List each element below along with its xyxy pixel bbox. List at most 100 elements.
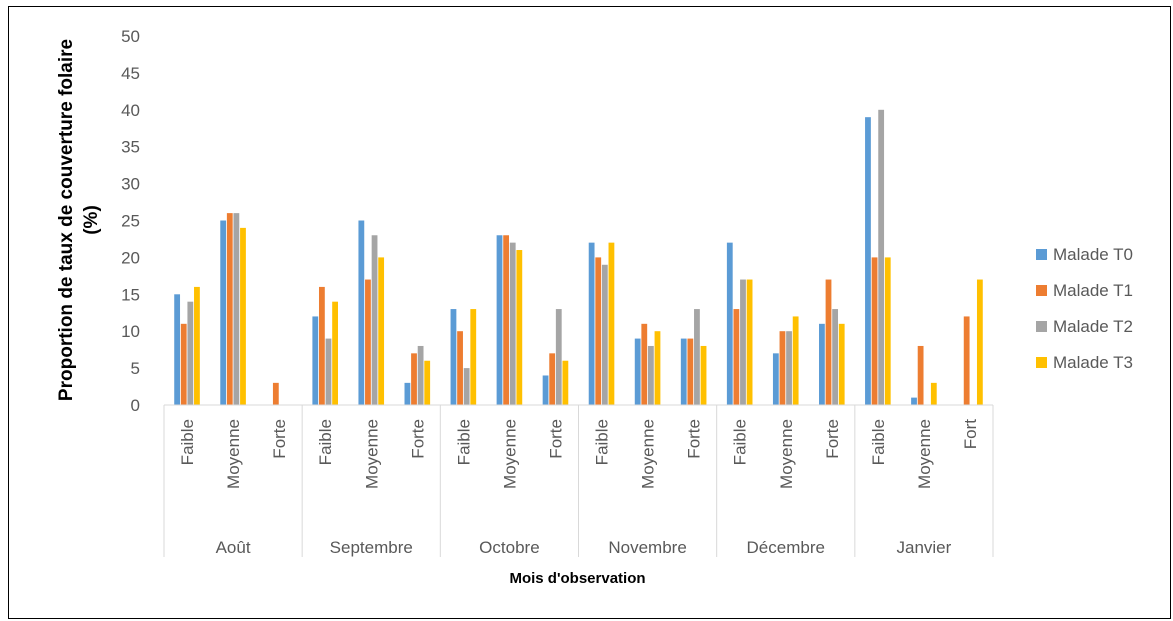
bar-malade-t0	[450, 309, 457, 405]
bar-malade-t2	[325, 338, 332, 405]
bar-malade-t1	[871, 257, 878, 405]
bar-malade-t2	[601, 264, 608, 405]
bar-malade-t0	[404, 382, 411, 405]
bar-malade-t3	[332, 301, 338, 405]
category-label: Forte	[408, 419, 427, 459]
bars	[174, 109, 983, 406]
category-label: Faible	[869, 419, 888, 465]
bar-malade-t2	[509, 242, 516, 405]
x-axis-title: Mois d'observation	[509, 570, 645, 587]
category-label: Forte	[685, 419, 704, 459]
y-axis-title-line: (%)	[81, 205, 102, 235]
category-label: Faible	[593, 419, 612, 465]
bar-malade-t2	[832, 309, 839, 405]
category-label: Forte	[546, 419, 565, 459]
bar-malade-t0	[634, 338, 641, 405]
bar-malade-t3	[792, 316, 799, 405]
bar-malade-t1	[226, 213, 233, 405]
category-label: Faible	[731, 419, 750, 465]
bar-malade-t3	[746, 279, 753, 405]
bar-malade-t2	[463, 368, 470, 405]
bar-malade-t0	[865, 117, 871, 406]
bar-malade-t3	[884, 257, 891, 405]
bar-malade-t0	[496, 235, 503, 405]
bar-malade-t1	[365, 279, 371, 405]
category-label: Moyenne	[224, 419, 243, 489]
category-label: Faible	[178, 419, 197, 465]
y-axis-title: Proportion de taux de couverture folaire…	[56, 39, 102, 401]
bar-malade-t1	[180, 323, 187, 405]
bar-malade-t1	[825, 279, 832, 405]
category-label: Moyenne	[915, 419, 934, 489]
group-label: Octobre	[479, 538, 539, 557]
legend-swatch	[1036, 357, 1047, 368]
legend-swatch	[1036, 285, 1047, 296]
bar-malade-t0	[726, 242, 733, 405]
group-label: Septembre	[330, 538, 413, 557]
bar-malade-t1	[272, 382, 279, 405]
bar-malade-t0	[542, 375, 549, 405]
legend-label: Malade T0	[1053, 245, 1133, 264]
bar-malade-t0	[358, 220, 365, 405]
category-label: Moyenne	[639, 419, 658, 489]
bar-malade-t1	[641, 323, 648, 405]
bar-malade-t3	[378, 257, 385, 405]
bar-malade-t1	[917, 345, 924, 405]
bar-malade-t2	[694, 309, 700, 405]
category-label: Forte	[823, 419, 842, 459]
bar-malade-t0	[911, 397, 917, 405]
bar-malade-t3	[516, 250, 523, 405]
y-tick-label: 25	[121, 212, 140, 231]
bar-malade-t3	[424, 360, 431, 405]
y-tick-label: 50	[121, 27, 140, 46]
y-tick-label: 30	[121, 175, 140, 194]
category-label: Faible	[316, 419, 335, 465]
legend: Malade T0 Malade T1 Malade T2 Malade T3	[1036, 245, 1133, 372]
bar-malade-t1	[549, 353, 556, 405]
y-tick-label: 5	[131, 359, 140, 378]
bar-malade-t3	[700, 345, 707, 405]
bar-malade-t0	[680, 338, 687, 405]
bar-malade-t1	[503, 235, 510, 405]
bar-malade-t2	[371, 235, 378, 405]
bar-malade-t3	[194, 286, 200, 405]
bar-malade-t2	[878, 109, 885, 406]
bar-malade-t2	[740, 279, 746, 405]
bar-malade-t2	[555, 309, 562, 405]
legend-swatch	[1036, 321, 1047, 332]
bar-malade-t3	[976, 279, 983, 405]
category-label: Moyenne	[500, 419, 519, 489]
bar-malade-t2	[417, 345, 424, 405]
bar-malade-t2	[233, 213, 240, 405]
bar-malade-t0	[772, 353, 779, 405]
legend-swatch	[1036, 249, 1047, 260]
category-labels: Faible Moyenne Forte Faible Moyenne Forte Faib…	[178, 419, 980, 489]
bar-malade-t1	[779, 331, 786, 405]
legend-label: Malade T1	[1053, 281, 1133, 300]
y-tick-label: 20	[121, 248, 140, 267]
bar-malade-t1	[687, 338, 694, 405]
y-tick-label: 10	[121, 322, 140, 341]
y-axis-title-line: Proportion de taux de couverture folaire	[56, 39, 77, 401]
category-label: Moyenne	[777, 419, 796, 489]
bar-malade-t1	[595, 257, 602, 405]
legend-label: Malade T2	[1053, 317, 1133, 336]
bar-malade-t1	[963, 316, 970, 405]
group-label: Novembre	[608, 538, 686, 557]
group-label: Août	[216, 538, 251, 557]
legend-label: Malade T3	[1053, 353, 1133, 372]
category-label: Forte	[270, 419, 289, 459]
category-label: Moyenne	[362, 419, 381, 489]
group-label: Décembre	[747, 538, 825, 557]
category-label: Fort	[961, 419, 980, 450]
y-tick-label: 35	[121, 138, 140, 157]
bar-malade-t0	[819, 323, 825, 405]
bar-malade-t3	[470, 309, 477, 405]
bar-malade-t1	[318, 286, 325, 405]
bar-malade-t1	[457, 331, 463, 405]
y-axis-ticks: 0 5 10 15 20 25 30 35 40 45 50	[121, 27, 140, 415]
y-tick-label: 15	[121, 285, 140, 304]
group-labels: Août Septembre Octobre Novembre Décembre Janv…	[216, 538, 952, 557]
bar-malade-t3	[654, 331, 661, 405]
